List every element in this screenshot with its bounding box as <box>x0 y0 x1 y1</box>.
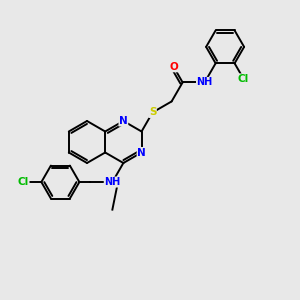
Text: Cl: Cl <box>238 74 249 84</box>
Text: NH: NH <box>196 77 213 87</box>
Text: N: N <box>137 148 146 158</box>
Text: S: S <box>149 107 156 117</box>
Text: O: O <box>169 62 178 72</box>
Text: N: N <box>119 116 128 126</box>
Text: NH: NH <box>104 177 121 187</box>
Text: Cl: Cl <box>18 177 29 187</box>
